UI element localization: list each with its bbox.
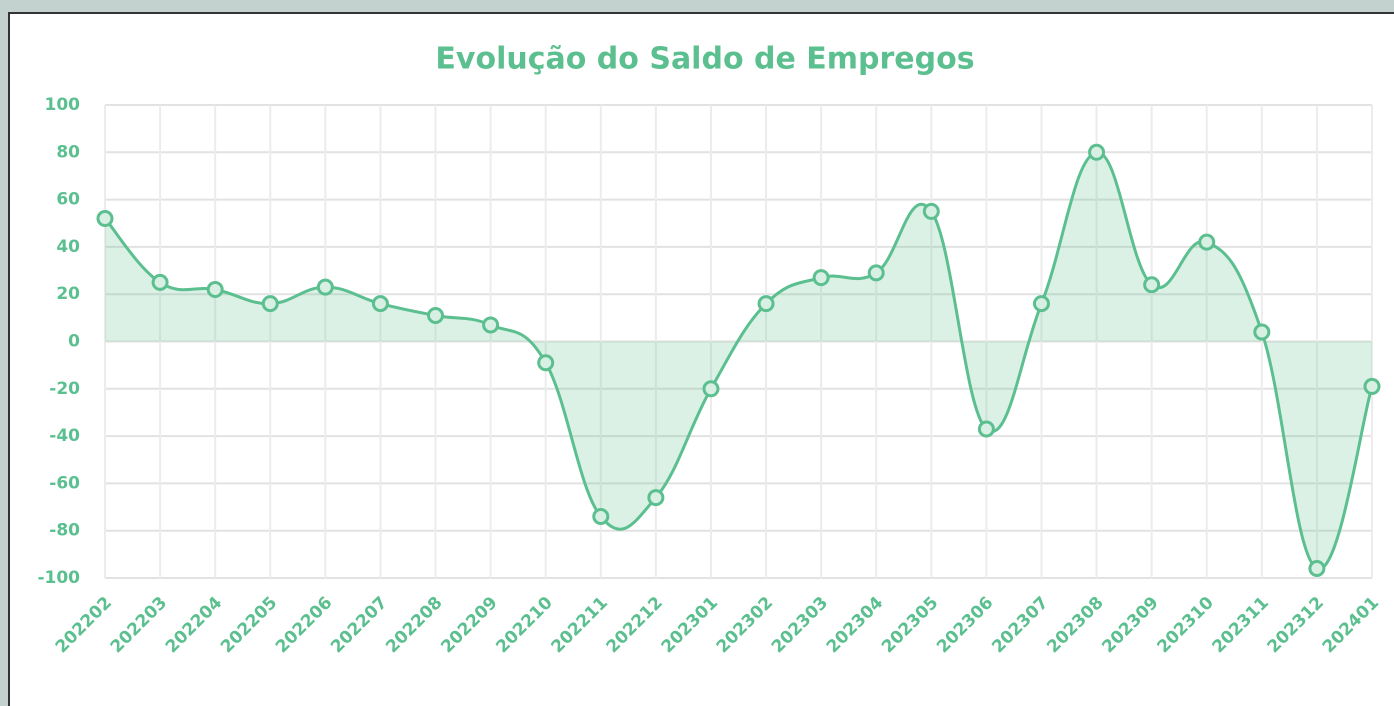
y-tick-label: 100 xyxy=(45,95,81,115)
point xyxy=(371,295,389,313)
x-tick-label: 202203 xyxy=(107,593,171,657)
x-tick-label: 202205 xyxy=(217,593,281,657)
y-tick-label: 40 xyxy=(56,237,80,257)
point xyxy=(537,354,555,372)
y-tick-label: 20 xyxy=(56,284,80,304)
point xyxy=(1088,143,1106,161)
x-tick-label: 202301 xyxy=(658,593,722,657)
x-tick-label: 202312 xyxy=(1264,593,1328,657)
point xyxy=(206,280,224,298)
x-tick-label: 202302 xyxy=(713,593,777,657)
point xyxy=(812,269,830,287)
point xyxy=(1308,560,1326,578)
line xyxy=(103,150,1374,571)
y-tick-label: -80 xyxy=(49,521,80,541)
area xyxy=(105,152,1372,570)
point xyxy=(757,295,775,313)
point xyxy=(1363,377,1381,395)
x-tick-label: 202303 xyxy=(768,593,832,657)
y-tick-label: -40 xyxy=(49,426,80,446)
y-tick-label: 60 xyxy=(56,190,80,210)
x-tick-label: 202212 xyxy=(603,593,667,657)
x-tick-label: 202311 xyxy=(1209,593,1273,657)
x-tick-label: 202211 xyxy=(548,593,612,657)
y-tick-label: -20 xyxy=(49,379,80,399)
point xyxy=(96,210,114,228)
point xyxy=(482,316,500,334)
point xyxy=(1253,323,1271,341)
x-tick-label: 202209 xyxy=(437,593,501,657)
point xyxy=(316,278,334,296)
x-tick-label: 202306 xyxy=(933,593,997,657)
x-tick-label: 202304 xyxy=(823,593,887,657)
y-tick-label: -60 xyxy=(49,473,80,493)
x-tick-label: 202208 xyxy=(382,593,446,657)
x-tick-label: 202305 xyxy=(878,593,942,657)
point xyxy=(702,380,720,398)
chart-title: Evolução do Saldo de Empregos xyxy=(435,42,974,77)
point xyxy=(867,264,885,282)
point xyxy=(1198,233,1216,251)
point xyxy=(261,295,279,313)
y-tick-label: 80 xyxy=(56,142,80,162)
x-tick-label: 202401 xyxy=(1319,593,1383,657)
point xyxy=(647,489,665,507)
chart-panel xyxy=(8,12,1394,706)
x-tick-label: 202307 xyxy=(988,593,1052,657)
x-tick-label: 202309 xyxy=(1098,593,1162,657)
x-tick-label: 202210 xyxy=(492,593,556,657)
point xyxy=(1143,276,1161,294)
point xyxy=(1032,295,1050,313)
point xyxy=(592,508,610,526)
point xyxy=(922,202,940,220)
point xyxy=(151,273,169,291)
x-tick-label: 202202 xyxy=(52,593,116,657)
x-tick-label: 202206 xyxy=(272,593,336,657)
x-tick-label: 202308 xyxy=(1043,593,1107,657)
y-tick-label: -100 xyxy=(37,568,80,588)
x-tick-label: 202207 xyxy=(327,593,391,657)
y-tick-label: 0 xyxy=(68,332,80,352)
point xyxy=(977,420,995,438)
x-tick-label: 202310 xyxy=(1153,593,1217,657)
point xyxy=(427,306,445,324)
x-tick-label: 202204 xyxy=(162,593,226,657)
